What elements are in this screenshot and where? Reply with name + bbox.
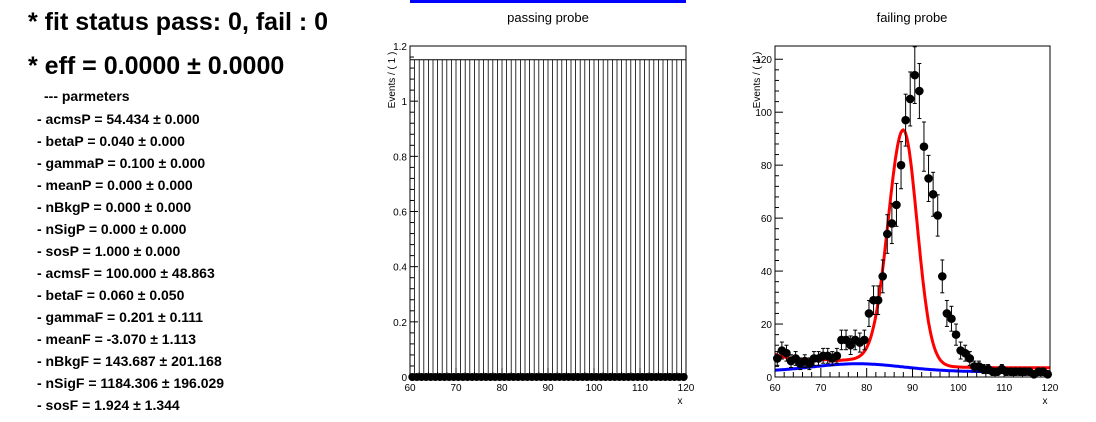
failing-probe-point	[864, 309, 874, 318]
failing-probe-point	[860, 335, 869, 345]
passing-probe-ytick-label: 1.2	[393, 42, 407, 53]
passing-probe-ylabel: Events / ( 1 )	[387, 52, 398, 109]
param-acmsP: - acmsP = 54.434 ± 0.000	[37, 111, 200, 127]
param-acmsF: - acmsF = 100.000 ± 48.863	[37, 265, 215, 281]
passing-probe-xtick-label: 60	[404, 383, 416, 394]
passing-probe-xlabel: x	[678, 396, 683, 407]
passing-probe-xtick-label: 110	[632, 383, 648, 394]
failing-probe-point	[882, 229, 892, 239]
passing-probe-axes: 60 70 80 90 100 110 120 0 0.2 0.4 0.6 0.8 1 1.2	[393, 42, 695, 394]
failing-probe-ytick-label: 40	[761, 267, 773, 278]
param-gammaF: - gammaF = 0.201 ± 0.111	[37, 309, 204, 325]
passing-probe-title: passing probe	[507, 10, 589, 25]
failing-probe-xtick-label: 90	[907, 383, 919, 394]
failing-probe-ytick-label: 0	[766, 373, 772, 384]
failing-probe-point	[782, 348, 791, 358]
failing-probe-point	[919, 142, 929, 151]
passing-probe-ytick-label: 0	[401, 373, 407, 384]
failing-probe-point	[928, 189, 938, 199]
param-gammaP: - gammaP = 0.100 ± 0.000	[37, 155, 206, 171]
param-sosF: - sosF = 1.924 ± 1.344	[37, 397, 180, 413]
failing-probe-point	[873, 295, 883, 305]
failing-probe-xtick-label: 110	[996, 383, 1012, 394]
param-nBkgF: - nBkgF = 143.687 ± 201.168	[37, 353, 222, 369]
passing-probe-ytick-label: 0.4	[393, 263, 407, 274]
failing-probe-ytick-label: 20	[761, 320, 773, 331]
param-nSigF: - nSigF = 1184.306 ± 196.029	[37, 375, 225, 391]
failing-probe-point	[951, 330, 961, 339]
failing-probe-point	[832, 351, 842, 361]
failing-probe-ytick-label: 100	[755, 108, 772, 119]
failing-probe-point	[933, 211, 943, 220]
param-betaF: - betaF = 0.060 ± 0.050	[37, 287, 185, 303]
passing-probe-ytick-label: 0.8	[393, 152, 407, 163]
failing-probe-point	[937, 272, 947, 281]
passing-probe-xtick-label: 80	[496, 383, 508, 394]
failing-probe-point	[887, 219, 897, 228]
failing-probe-point	[965, 354, 975, 363]
passing-probe-xtick-label: 100	[586, 383, 603, 394]
param-meanP: - meanP = 0.000 ± 0.000	[37, 177, 193, 193]
passing-probe-ytick-label: 1	[401, 97, 407, 108]
passing-probe-xtick-label: 120	[678, 383, 695, 394]
failing-probe-point	[901, 115, 910, 125]
failing-probe-points	[772, 46, 1053, 379]
passing-probe-ytick-label: 0.6	[393, 208, 407, 219]
efficiency-line: * eff = 0.0000 ± 0.0000	[28, 52, 285, 80]
passing-probe-xtick-label: 90	[542, 383, 554, 394]
param-betaP: - betaP = 0.040 ± 0.000	[37, 133, 185, 149]
passing-probe-bars	[409, 59, 686, 377]
failing-probe-point	[910, 70, 920, 80]
failing-probe-ylabel: Events / ( 1 )	[752, 52, 763, 109]
failing-probe-xtick-label: 70	[815, 383, 827, 394]
failing-probe-point	[878, 272, 888, 281]
failing-probe-point	[947, 314, 956, 324]
failing-probe-point	[905, 94, 915, 104]
parameters-header: --- parmeters	[44, 88, 130, 104]
failing-probe-xlabel: x	[1043, 396, 1048, 407]
failing-probe-point	[915, 86, 924, 96]
passing-probe-ytick-label: 0.2	[393, 318, 407, 329]
failing-probe-xtick-label: 60	[769, 383, 781, 394]
failing-probe-chart: failing probe 60 70 80 90 100 110 120 0 20 40 60 80…	[752, 10, 1059, 407]
failing-probe-ytick-label: 80	[761, 161, 773, 172]
failing-probe-axes: 60 70 80 90 100 110 120 0 20 40 60 80 100 120	[755, 55, 1058, 394]
failing-probe-xtick-label: 100	[950, 383, 967, 394]
param-sosP: - sosP = 1.000 ± 0.000	[37, 243, 181, 259]
passing-probe-xtick-label: 70	[450, 383, 462, 394]
param-nSigP: - nSigP = 0.000 ± 0.000	[37, 221, 187, 237]
failing-probe-xtick-label: 80	[861, 383, 873, 394]
fit-summary-panel: * fit status pass: 0, fail : 0 * eff = 0…	[0, 0, 380, 422]
failing-probe-xtick-label: 120	[1042, 383, 1059, 394]
failing-probe-ytick-label: 120	[755, 55, 772, 66]
param-meanF: - meanF = -3.070 ± 1.113	[37, 331, 197, 347]
failing-probe-ytick-label: 60	[761, 214, 773, 225]
canvas-selection-bar	[410, 0, 686, 3]
failing-probe-point	[892, 200, 901, 210]
failing-probe-point	[896, 160, 906, 170]
failing-probe-title: failing probe	[877, 10, 948, 25]
failing-probe-point	[924, 174, 933, 183]
fit-status-line: * fit status pass: 0, fail : 0	[28, 8, 329, 36]
failing-probe-total-curve	[774, 128, 1050, 370]
param-nBkgP: - nBkgP = 0.000 ± 0.000	[37, 199, 192, 215]
passing-probe-chart: passing probe 60 70 80 90 100 110 120 0 0.2 0.4 0.…	[387, 10, 695, 407]
